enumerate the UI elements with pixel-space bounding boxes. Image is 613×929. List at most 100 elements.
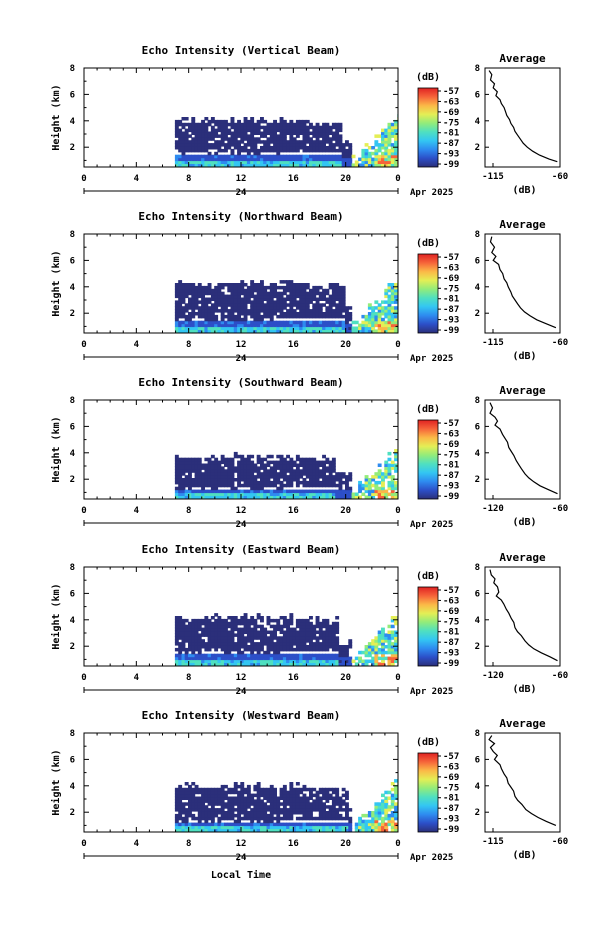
heatmap-cell — [299, 636, 304, 640]
heatmap-cell — [263, 808, 268, 812]
heatmap-cell — [345, 317, 349, 322]
heatmap-cell — [191, 796, 196, 800]
heatmap-cell — [191, 630, 196, 634]
heatmap-cell — [263, 314, 268, 319]
heatmap-cell — [309, 475, 313, 479]
heatmap-cell — [184, 662, 189, 666]
heatmap-cell — [230, 659, 235, 663]
date-month-label: Apr 2025 — [410, 520, 453, 530]
heatmap-cell — [387, 285, 392, 290]
heatmap-cell — [377, 326, 382, 330]
heatmap-cell — [367, 163, 372, 167]
heatmap-cell — [367, 647, 372, 652]
heatmap-cell — [322, 326, 326, 330]
heatmap-cell — [299, 639, 304, 643]
heatmap-cell — [217, 796, 222, 800]
heatmap-cell — [374, 323, 379, 328]
heatmap-cell — [214, 463, 219, 467]
heatmap-cell — [184, 483, 189, 488]
heatmap-cell — [217, 463, 222, 467]
heatmap-cell — [341, 662, 346, 666]
heatmap-cell — [246, 122, 251, 127]
heatmap-cell — [191, 140, 196, 144]
heatmap-cell — [295, 799, 300, 803]
heatmap-cell — [292, 478, 297, 482]
heatmap-cell — [191, 122, 196, 127]
heatmap-cell — [364, 645, 369, 649]
heatmap-cell — [184, 463, 189, 467]
heatmap-cell — [181, 662, 186, 666]
heatmap-cell — [322, 157, 326, 162]
heatmap-cell — [178, 790, 183, 795]
heatmap-cell — [312, 645, 317, 649]
heatmap-cell — [292, 805, 297, 809]
heatmap-cell — [302, 636, 307, 640]
heatmap-cell — [204, 154, 209, 159]
heatmap-cell — [243, 627, 248, 632]
heatmap-cell — [230, 811, 235, 815]
heatmap-cell — [178, 811, 183, 815]
heatmap-cell — [233, 828, 238, 832]
heatmap-cell — [260, 825, 264, 829]
heatmap-cell — [312, 288, 317, 293]
heatmap-cell — [361, 828, 366, 832]
heatmap-cell — [358, 825, 362, 829]
heatmap-cell — [282, 280, 287, 284]
heatmap-cell — [181, 472, 186, 476]
heatmap-cell — [367, 160, 372, 164]
heatmap-cell — [289, 784, 294, 789]
heatmap-cell — [390, 283, 395, 287]
heatmap-cell — [289, 822, 294, 827]
heatmap-cell — [243, 828, 248, 832]
heatmap-cell — [246, 457, 251, 462]
heatmap-cell — [295, 300, 300, 304]
heatmap-cell — [390, 799, 395, 803]
heatmap-cell — [237, 828, 241, 832]
heatmap-cell — [227, 469, 232, 473]
heatmap-cell — [315, 460, 320, 465]
heatmap-cell — [390, 288, 395, 293]
heatmap-cell — [181, 492, 186, 496]
heatmap-cell — [246, 784, 251, 789]
heatmap-cell — [338, 472, 343, 476]
heatmap-cell — [191, 642, 196, 646]
heatmap-cell — [374, 662, 379, 666]
heatmap-cell — [302, 799, 307, 803]
heatmap-cell — [282, 472, 287, 476]
heatmap-cell — [273, 656, 277, 661]
heatmap-cell — [374, 317, 379, 322]
heatmap-cell — [246, 787, 251, 792]
average-y-tick-label: 6 — [475, 422, 480, 432]
heatmap-cell — [227, 154, 232, 159]
heatmap-cell — [237, 460, 241, 465]
colorbar-tick-label: -75 — [443, 617, 459, 627]
heatmap-cell — [253, 813, 258, 818]
heatmap-cell — [230, 472, 235, 476]
heatmap-cell — [191, 659, 196, 663]
heatmap-cell — [269, 466, 274, 470]
heatmap-cell — [227, 137, 232, 141]
heatmap-cell — [331, 303, 336, 307]
heatmap-cell — [322, 478, 326, 482]
heatmap-cell — [227, 483, 232, 488]
heatmap-cell — [230, 320, 235, 325]
heatmap-cell — [201, 825, 205, 829]
heatmap-cell — [381, 639, 385, 643]
heatmap-cell — [299, 656, 304, 661]
heatmap-cell — [315, 639, 320, 643]
heatmap-cell — [328, 793, 333, 798]
heatmap-cell — [371, 326, 376, 330]
heatmap-cell — [394, 283, 398, 287]
heatmap-cell — [201, 291, 205, 296]
heatmap-cell — [381, 140, 385, 144]
heatmap-cell — [250, 148, 255, 153]
heatmap-cell — [230, 624, 235, 629]
heatmap-cell — [243, 326, 248, 330]
heatmap-cell — [315, 463, 320, 467]
heatmap-cell — [256, 480, 261, 485]
heatmap-cell — [276, 309, 281, 313]
heatmap-cell — [230, 157, 235, 162]
heatmap-cell — [295, 291, 300, 296]
heatmap-cell — [341, 472, 346, 476]
heatmap-cell — [227, 294, 232, 299]
